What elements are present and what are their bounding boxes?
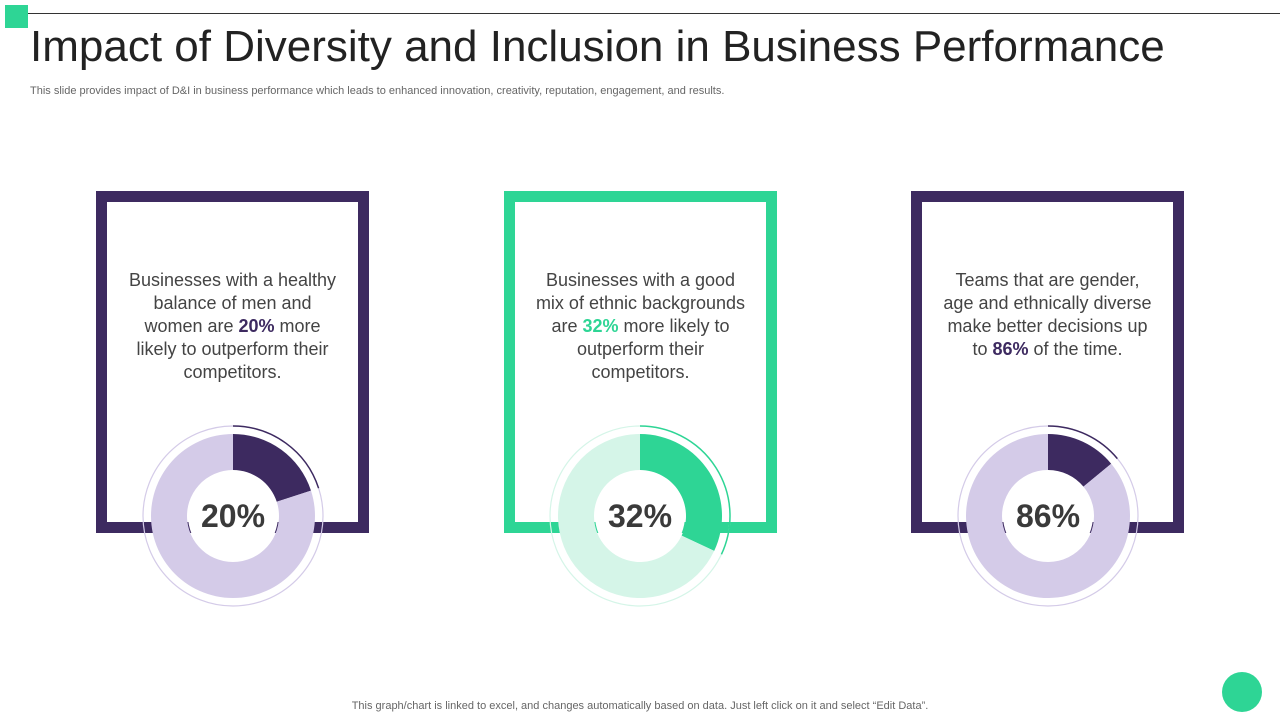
donut-center-hole [1003,471,1093,561]
donut-svg [957,425,1139,607]
donut-segment-highlight [1048,434,1112,487]
donut-center-hole [595,471,685,561]
card-description: Businesses with a healthy balance of men… [107,269,358,384]
page-subtitle: This slide provides impact of D&I in bus… [30,85,725,97]
donut-highlight-outer-arc [1047,425,1118,460]
donut-chart-ethnic-mix[interactable]: 32% [548,424,732,608]
card-text-after: more likely to outperform their competit… [576,316,730,382]
donut-highlight-outer-arc [639,425,731,555]
donut-center-label: 20% [200,498,266,534]
corner-accent-square [5,5,28,28]
donut-segment-remainder [150,434,315,598]
donut-center-label: 32% [607,498,673,534]
card-description: Teams that are gender, age and ethnicall… [922,269,1173,361]
card-text-after: of the time. [1028,339,1123,359]
donut-segment-remainder [966,434,1130,598]
stat-card-ethnic-mix: Businesses with a good mix of ethnic bac… [504,191,777,533]
donut-highlight-outer-arc [232,425,320,489]
donut-center-hole [188,471,278,561]
donut-segment-remainder [558,434,715,598]
donut-chart-diverse-teams[interactable]: 86% [956,424,1140,608]
card-text-before: Businesses with a healthy balance of men… [128,270,337,336]
card-text-before: Businesses with a good mix of ethnic bac… [535,270,746,336]
card-description: Businesses with a good mix of ethnic bac… [515,269,766,384]
card-highlight-value: 32% [582,316,619,336]
card-text-after: more likely to outperform their competit… [136,316,329,382]
stat-card-diverse-teams: Teams that are gender, age and ethnicall… [911,191,1184,533]
footer-note: This graph/chart is linked to excel, and… [351,700,929,712]
card-highlight-value: 86% [992,339,1029,359]
card-text-before: Teams that are gender, age and ethnicall… [943,270,1152,359]
donut-center-label: 86% [1015,498,1081,534]
top-divider-line [28,13,1280,14]
donut-svg [142,425,324,607]
corner-accent-dot [1222,672,1262,712]
card-highlight-value: 20% [238,316,275,336]
page-title: Impact of Diversity and Inclusion in Bus… [30,22,1165,71]
donut-segment-highlight [640,434,722,551]
donut-svg [549,425,731,607]
donut-chart-gender-balance[interactable]: 20% [141,424,325,608]
donut-segment-highlight [233,434,311,502]
